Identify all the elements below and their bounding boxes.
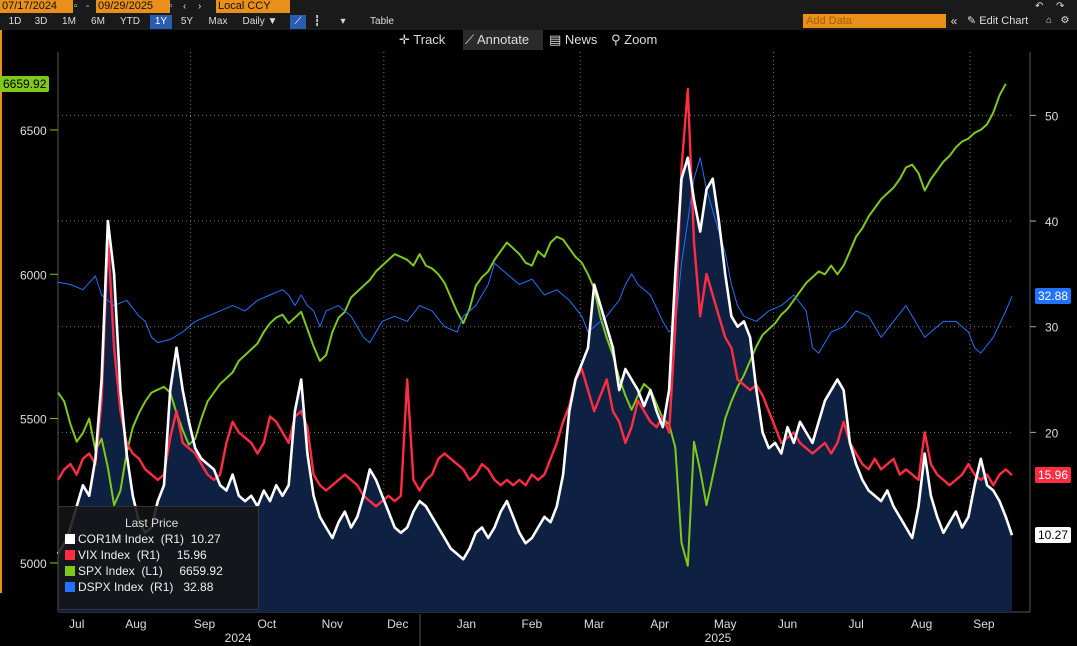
legend-label: COR1M Index (R1) 10.27 [78,532,221,546]
series-lines [56,83,1014,567]
cor1m-last-value-label: 10.27 [1035,527,1072,544]
table-button[interactable]: Table [370,16,394,27]
year-label: 2025 [705,631,732,645]
currency-select[interactable]: Local CCY [216,0,290,13]
save-template-icon[interactable]: ⌂ [1045,15,1053,26]
prev-arrow-icon[interactable]: ‹ [183,1,187,12]
calendar-icon[interactable]: ▫ [74,1,78,12]
x-tick-label: Feb [522,617,543,631]
cor1m-index-line[interactable] [56,156,1014,561]
period-6m[interactable]: 6M [91,16,105,27]
line-chart-icon[interactable]: ⟋ [290,15,306,29]
legend-entry-spx[interactable]: SPX Index (L1) 6659.92 [65,564,223,579]
chart-type-dropdown-icon[interactable]: ▾ [340,16,346,27]
left-tick-label: 5500 [20,413,47,427]
crosshair-icon: ✛ [399,32,414,47]
x-tick-label: Oct [258,617,277,631]
annotate-button[interactable]: ⟋ Annotate [463,30,543,50]
left-axis: 6500 6000 5500 5000 [20,124,58,571]
magnifier-icon: ⚲ [611,32,625,47]
legend-swatch [65,534,75,544]
spx-index-line[interactable] [57,83,1007,567]
cor1m-area-fill [58,157,1012,612]
pencil-icon: ✎ [967,15,980,27]
x-tick-label: Sep [973,617,995,631]
calendar-icon[interactable]: ▫ [169,1,173,12]
dspx-index-line[interactable] [57,157,1013,354]
vix-index-line[interactable] [56,87,1013,508]
right-tick-label: 40 [1045,215,1059,229]
legend-swatch [65,582,75,592]
chart-tools-bar: ✛ Track ⟋ Annotate ▤ News ⚲ Zoom [397,30,667,50]
right-axis: 50 40 30 20 [1030,109,1059,440]
news-label: News [564,32,598,47]
right-tick-label: 50 [1045,109,1059,123]
chart-legend[interactable]: Last Price COR1M Index (R1) 10.27 VIX In… [58,506,259,610]
period-1m[interactable]: 1M [62,16,76,27]
zoom-label: Zoom [624,32,658,47]
gear-icon[interactable]: ⚙ [1060,15,1070,26]
redo-icon[interactable]: ↷ [1056,1,1065,12]
period-1y[interactable]: 1Y [150,15,172,29]
track-button[interactable]: ✛ Track [397,30,461,50]
chart-toolbar: 07/17/2024 ▫ - 09/29/2025 ▫ ‹ › Local CC… [0,0,1077,30]
x-axis: Jul Aug Sep Oct Nov Dec Jan Feb Mar Apr May Jun Jul A… [69,614,995,646]
x-tick-label: Aug [125,617,146,631]
legend-entry-vix[interactable]: VIX Index (R1) 15.96 [65,548,207,563]
x-tick-label: May [714,617,737,631]
zoom-button[interactable]: ⚲ Zoom [609,30,669,50]
start-date-input[interactable]: 07/17/2024 [0,0,73,13]
spx-last-value-label: 6659.92 [0,75,50,92]
annotate-pen-icon: ⟋ [465,32,477,47]
legend-label: VIX Index (R1) 15.96 [78,548,207,562]
left-tick-label: 5000 [20,557,47,571]
period-ytd[interactable]: YTD [120,16,140,27]
date-separator: - [86,1,90,12]
left-tick-label: 6000 [20,268,47,282]
news-button[interactable]: ▤ News [547,30,607,50]
legend-entry-cor1m[interactable]: COR1M Index (R1) 10.27 [65,532,221,547]
bar-chart-icon[interactable]: ┇ [313,16,321,27]
x-tick-label: Apr [650,617,669,631]
collapse-icon[interactable]: « [950,14,958,28]
x-tick-label: Dec [387,617,408,631]
period-5y[interactable]: 5Y [180,16,194,27]
x-tick-label: Nov [322,617,343,631]
vix-last-value-label: 15.96 [1035,467,1072,484]
legend-title: Last Price [125,516,179,530]
x-tick-label: Mar [584,617,605,631]
left-tick-label: 6500 [20,124,47,138]
x-tick-label: Jul [848,617,863,631]
left-axis-accent-line [0,30,2,593]
period-1d[interactable]: 1D [8,16,22,27]
dspx-last-value-label: 32.88 [1035,288,1072,305]
year-label: 2024 [225,631,252,645]
x-tick-label: Jun [778,617,797,631]
frequency-select[interactable]: Daily ▼ [242,16,278,27]
undo-icon[interactable]: ↶ [1035,1,1044,12]
next-arrow-icon[interactable]: › [198,1,202,12]
x-tick-label: Sep [194,617,216,631]
legend-label: SPX Index (L1) 6659.92 [78,564,223,578]
period-3d[interactable]: 3D [34,16,48,27]
annotate-label: Annotate [477,32,530,47]
legend-entry-dspx[interactable]: DSPX Index (R1) 32.88 [65,580,213,595]
right-tick-label: 20 [1045,426,1059,440]
period-max[interactable]: Max [208,16,228,27]
end-date-input[interactable]: 09/29/2025 [96,0,170,13]
x-tick-label: Aug [911,617,932,631]
edit-chart-button[interactable]: ✎ Edit Chart [967,14,1037,28]
legend-swatch [65,550,75,560]
cor1m-area [58,157,1012,612]
right-tick-label: 30 [1045,321,1059,335]
x-tick-label: Jan [457,617,476,631]
track-label: Track [413,32,446,47]
news-icon: ▤ [549,32,565,47]
x-tick-label: Jul [69,617,84,631]
add-data-input[interactable]: Add Data [803,14,946,28]
edit-chart-label: Edit Chart [979,15,1029,27]
legend-swatch [65,566,75,576]
legend-label: DSPX Index (R1) 32.88 [78,580,214,594]
